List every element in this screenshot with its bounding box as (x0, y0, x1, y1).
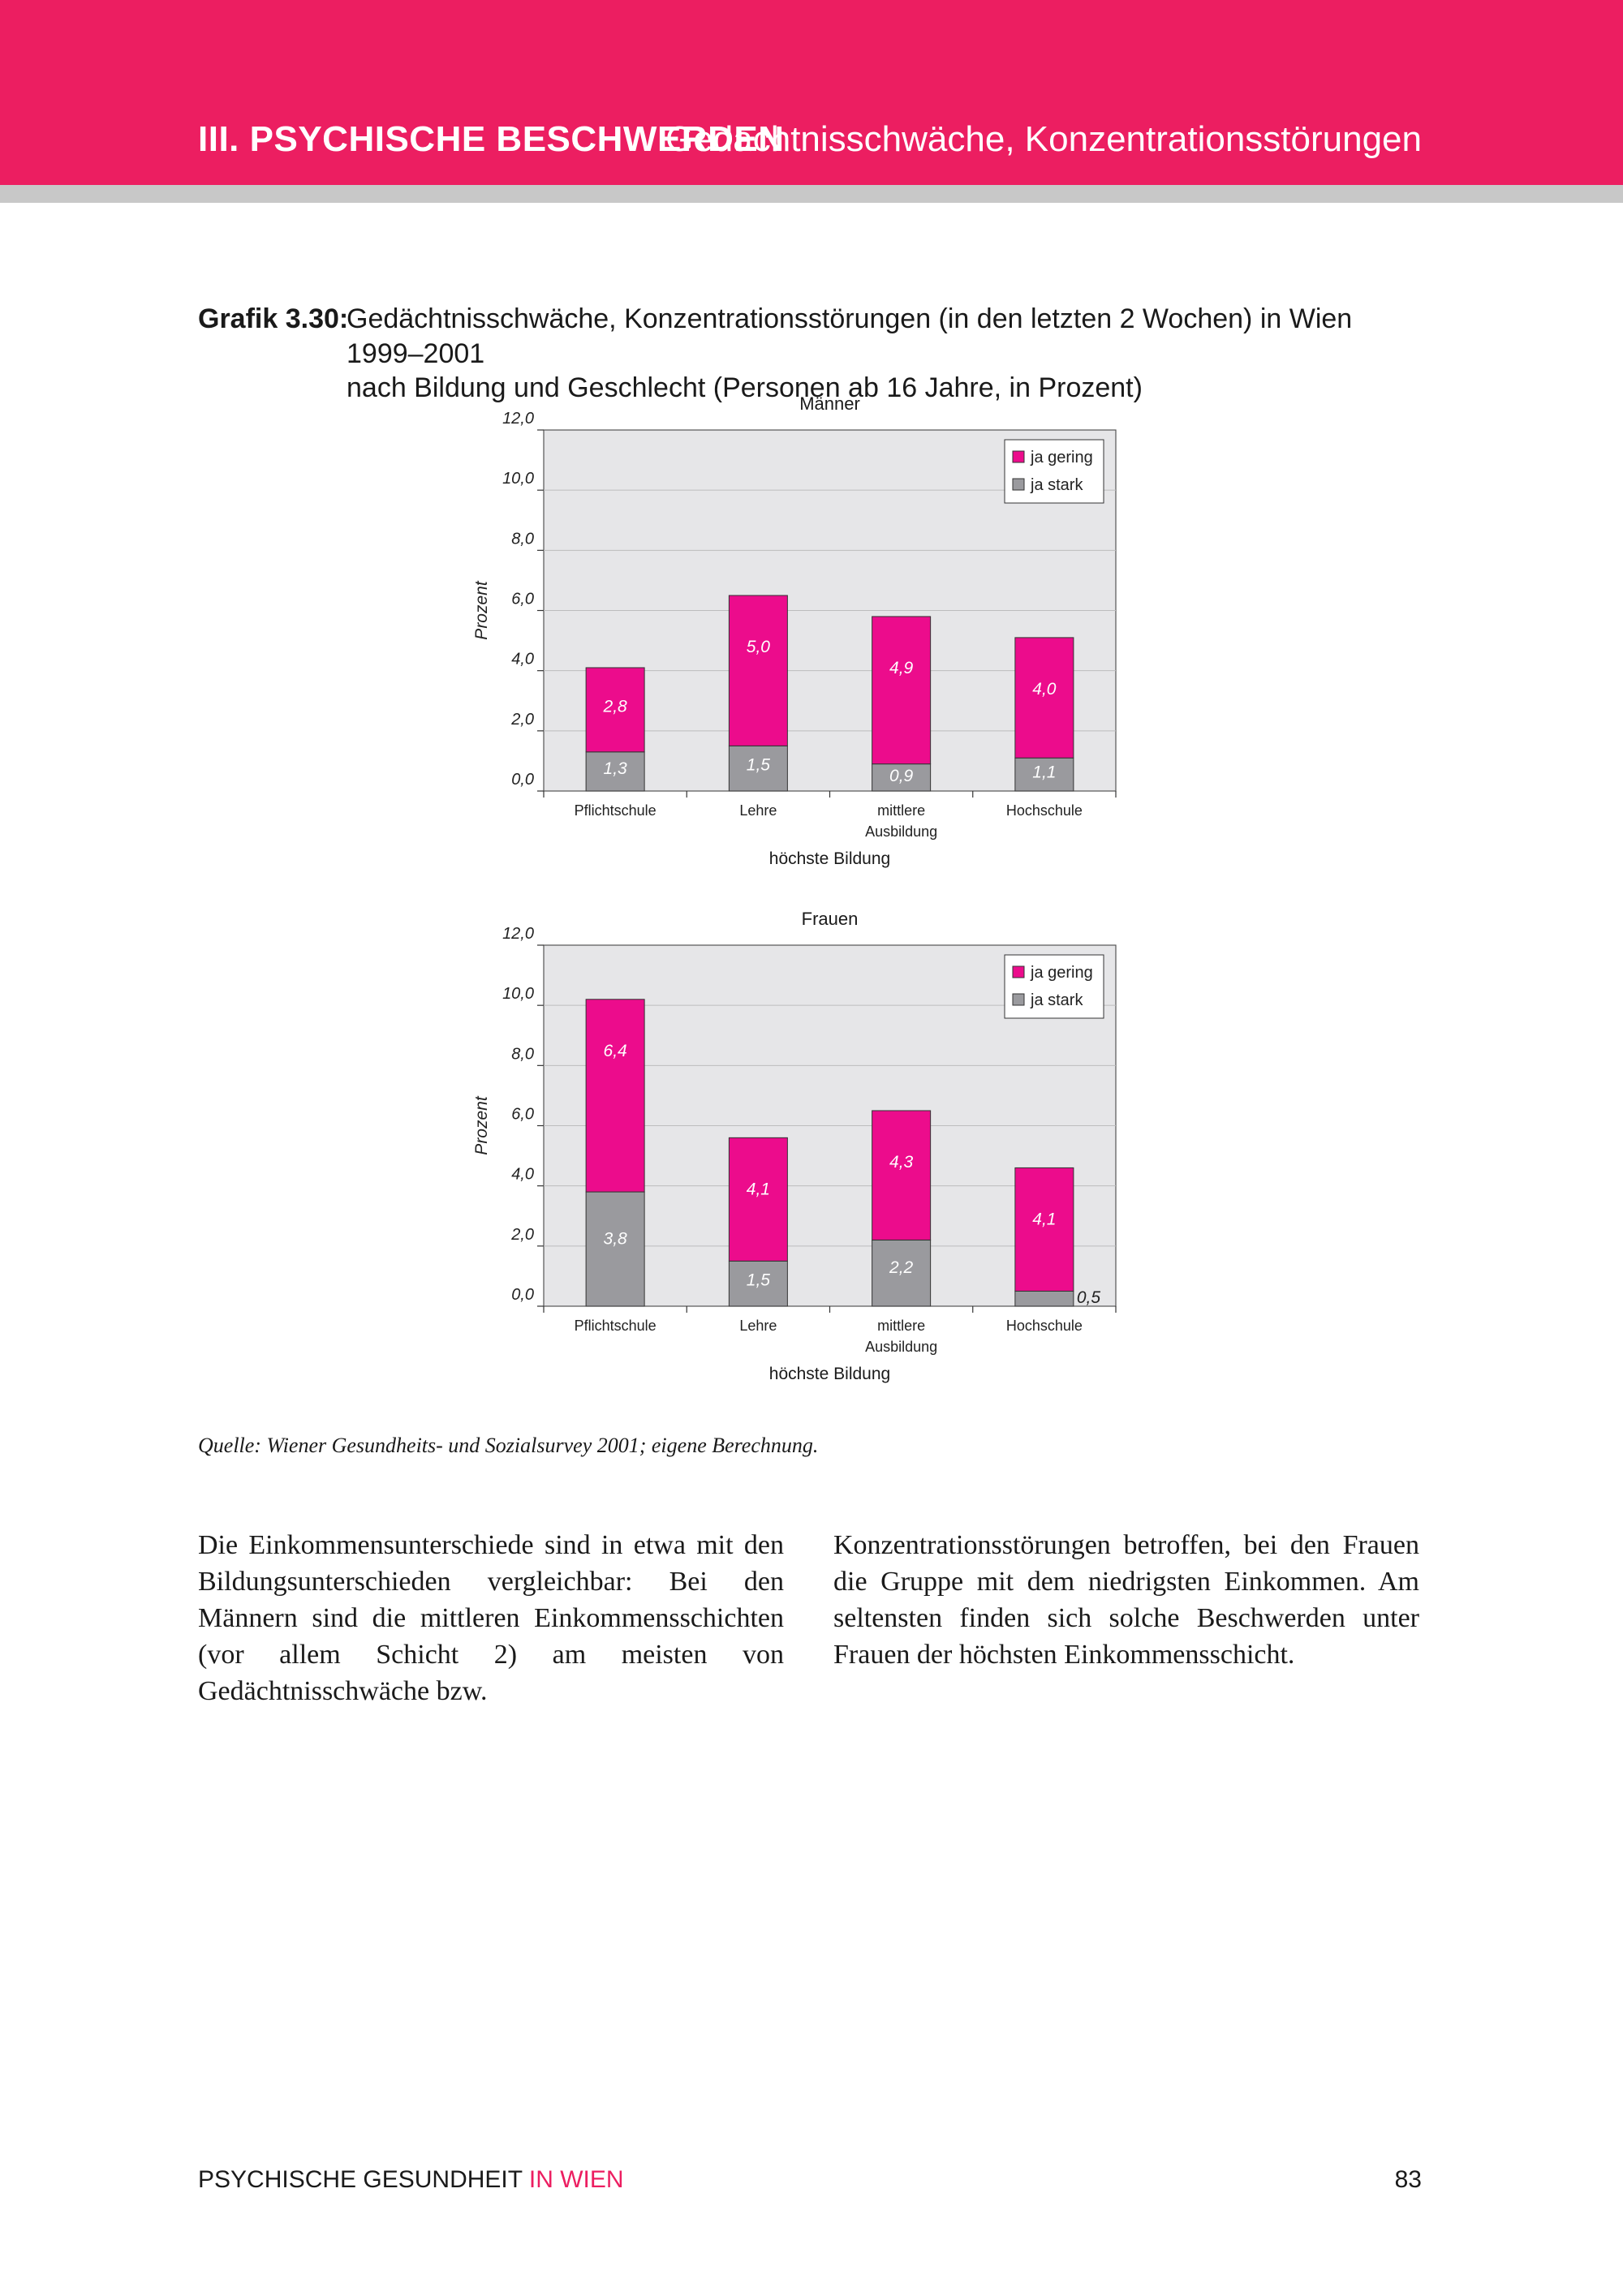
bar-value-label: 2,8 (603, 698, 628, 716)
x-tick-label: Hochschule (1006, 802, 1083, 819)
bar-value-label: 0,9 (889, 767, 914, 785)
legend-swatch (1012, 993, 1025, 1006)
header-band (0, 0, 1623, 185)
x-tick-label: Lehre (739, 1318, 777, 1334)
bar-segment (728, 595, 788, 746)
x-axis-title: höchste Bildung (769, 849, 890, 868)
chart-maenner: Männer 0,0 2,0 4,0 6,0 8,0 10,0 12,0 Prozent 1,3 2… (438, 381, 1136, 868)
bar-segment (872, 763, 932, 792)
bar-value-label: 4,1 (747, 1180, 770, 1198)
bar-segment (872, 1110, 932, 1240)
legend-swatch (1012, 478, 1025, 491)
y-tick-label: 2,0 (510, 1226, 534, 1244)
bar-value-label: 0,5 (1077, 1288, 1101, 1307)
bar-segment (585, 999, 645, 1193)
body-text-left: Die Einkommensunterschiede sind in etwa … (198, 1530, 784, 1706)
bar-segment (585, 667, 645, 753)
y-tick-label: 12,0 (502, 925, 534, 943)
x-tick-label: Hochschule (1006, 1318, 1083, 1334)
y-tick-label: 0,0 (511, 771, 534, 789)
y-tick-label: 8,0 (511, 530, 534, 548)
bar-segment (585, 751, 645, 792)
bar-value-label: 4,9 (889, 659, 914, 677)
bar-segment (1014, 1290, 1074, 1307)
figure-title: Gedächtnisschwäche, Konzentrationsstörun… (347, 302, 1426, 406)
chart-frauen: Frauen 0,0 2,0 4,0 6,0 8,0 10,0 12,0 Prozent 3,8 6… (438, 896, 1136, 1383)
legend-label: ja gering (1030, 449, 1093, 467)
legend-label: ja stark (1030, 476, 1083, 494)
y-tick-label: 6,0 (511, 591, 534, 608)
bar-segment (1014, 1167, 1074, 1292)
source-note: Quelle: Wiener Gesundheits- und Sozialsu… (198, 1434, 819, 1457)
x-tick-label: Lehre (739, 802, 777, 819)
x-tick-label: mittlere (877, 802, 925, 819)
bar-value-label: 4,3 (889, 1153, 914, 1172)
y-tick-label: 6,0 (511, 1106, 534, 1124)
bar-segment (585, 1191, 645, 1307)
figure-title-line-1: Gedächtnisschwäche, Konzentrationsstörun… (347, 303, 1353, 369)
bar-value-label: 3,8 (604, 1229, 628, 1248)
x-tick-label: Pflichtschule (575, 802, 657, 819)
section-topic: Gedächtnisschwäche, Konzentrationsstörun… (665, 119, 1422, 159)
y-tick-label: 8,0 (511, 1045, 534, 1063)
bar-value-label: 2,2 (889, 1258, 914, 1277)
x-tick-label: mittlere (877, 1318, 925, 1334)
x-tick-label-line2: Ausbildung (865, 1339, 937, 1355)
chart-svg: Männer 0,0 2,0 4,0 6,0 8,0 10,0 12,0 Prozent 1,3 2… (472, 393, 1117, 868)
y-tick-label: 10,0 (502, 470, 534, 488)
legend-swatch (1012, 965, 1025, 978)
bar-value-label: 1,5 (747, 1271, 771, 1290)
x-tick-label: Pflichtschule (575, 1318, 657, 1334)
bar-value-label: 4,0 (1032, 680, 1057, 699)
bar-value-label: 1,3 (604, 759, 628, 778)
bar-value-label: 5,0 (747, 638, 771, 656)
x-tick-label-line2: Ausbildung (865, 823, 937, 840)
body-text-right: Konzentrationsstörungen betroffen, bei d… (833, 1530, 1419, 1670)
bar-value-label: 4,1 (1032, 1210, 1056, 1228)
figure-label: Grafik 3.30: (198, 303, 349, 334)
y-tick-label: 10,0 (502, 985, 534, 1003)
footer-publication-main: PSYCHISCHE GESUNDHEIT (198, 2166, 529, 2193)
y-tick-label: 12,0 (502, 410, 534, 428)
bar-segment (1014, 637, 1074, 759)
figure-title-line-2: nach Bildung und Geschlecht (Personen ab… (347, 372, 1143, 403)
y-tick-label: 4,0 (511, 651, 534, 669)
chart-title: Frauen (802, 909, 859, 929)
footer-publication-accent: IN WIEN (528, 2166, 624, 2193)
y-tick-label: 2,0 (510, 711, 534, 729)
chart-svg: Frauen 0,0 2,0 4,0 6,0 8,0 10,0 12,0 Prozent 3,8 6… (472, 909, 1117, 1383)
chart-title: Männer (799, 393, 860, 414)
bar-segment (728, 1137, 788, 1262)
footer-publication: PSYCHISCHE GESUNDHEIT IN WIEN (198, 2166, 624, 2194)
bar-value-label: 1,1 (1032, 763, 1056, 782)
bar-segment (872, 616, 932, 765)
page-number: 83 (1394, 2166, 1422, 2193)
bar-segment (728, 745, 788, 792)
legend-box (1004, 439, 1104, 504)
chapter-title: III. PSYCHISCHE BESCHWERDEN (198, 119, 785, 159)
bar-segment (872, 1239, 932, 1307)
legend-label: ja stark (1030, 991, 1083, 1009)
y-tick-label: 4,0 (511, 1166, 534, 1184)
legend-label: ja gering (1030, 964, 1093, 982)
legend-box (1004, 954, 1104, 1019)
y-tick-label: 0,0 (511, 1286, 534, 1304)
legend-swatch (1012, 450, 1025, 463)
bar-value-label: 1,5 (747, 756, 771, 775)
y-axis-title: Prozent (472, 580, 491, 640)
header-divider (0, 185, 1623, 203)
bar-value-label: 6,4 (604, 1042, 627, 1060)
x-axis-title: höchste Bildung (769, 1365, 890, 1383)
y-axis-title: Prozent (472, 1095, 491, 1155)
